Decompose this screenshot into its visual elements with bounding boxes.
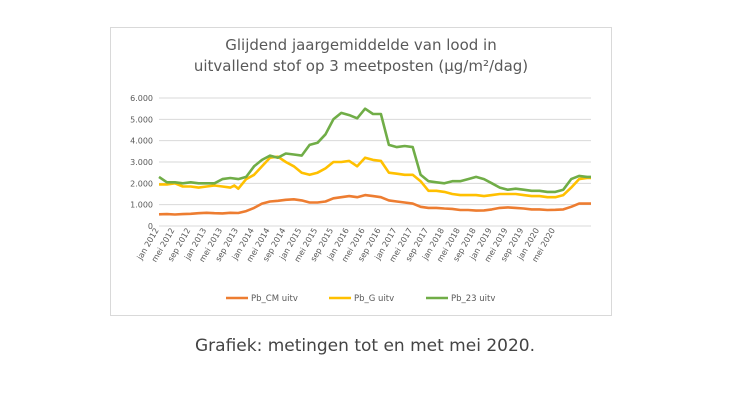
y-tick-label: 5.000 bbox=[130, 115, 153, 124]
y-tick-label: 6.000 bbox=[130, 94, 153, 103]
y-axis: 0 1.000 2.000 3.000 4.000 5.000 6.000 bbox=[130, 94, 153, 231]
chart-title-line1: Glijdend jaargemiddelde van lood in bbox=[225, 36, 496, 54]
gridlines bbox=[159, 97, 591, 227]
legend-label-2: Pb_G uitv bbox=[354, 294, 394, 304]
y-tick-label: 1.000 bbox=[130, 201, 153, 210]
series-line-2 bbox=[159, 155, 591, 199]
series-line-3 bbox=[158, 107, 591, 194]
y-tick-label: 3.000 bbox=[130, 158, 153, 167]
y-tick-label: 2.000 bbox=[130, 179, 153, 188]
chart-title-line2: uitvallend stof op 3 meetposten (µg/m²/d… bbox=[194, 57, 528, 75]
chart-caption: Grafiek: metingen tot en met mei 2020. bbox=[194, 336, 535, 356]
legend: Pb_CM uitv Pb_G uitv Pb_23 uitv bbox=[226, 294, 495, 304]
series-lines bbox=[158, 107, 591, 216]
y-tick-label: 4.000 bbox=[130, 137, 153, 146]
series-line-1 bbox=[158, 193, 591, 216]
chart-frame: Glijdend jaargemiddelde van lood in uitv… bbox=[110, 27, 612, 316]
legend-label-1: Pb_CM uitv bbox=[251, 294, 298, 304]
legend-label-3: Pb_23 uitv bbox=[451, 294, 495, 304]
y-tick-label: 0 bbox=[148, 222, 153, 231]
line-chart: Glijdend jaargemiddelde van lood in uitv… bbox=[130, 36, 591, 304]
